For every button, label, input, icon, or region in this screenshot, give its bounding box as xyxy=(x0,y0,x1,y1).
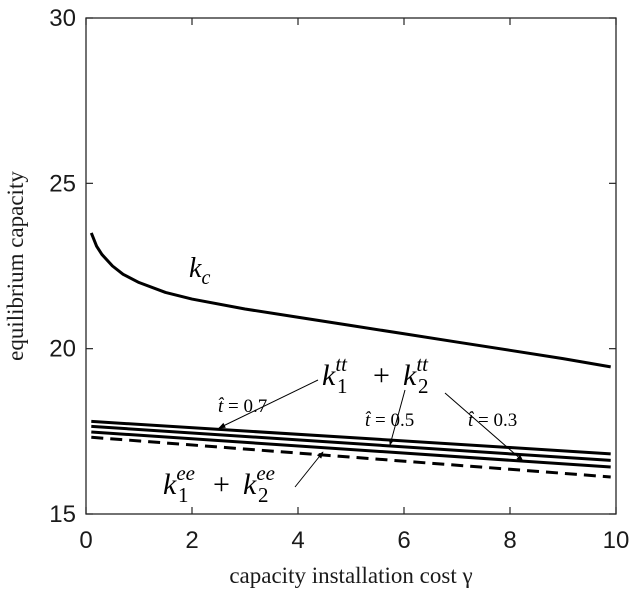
x-tick-label: 6 xyxy=(397,527,410,554)
arrow-kee xyxy=(294,451,324,488)
x-tick-label: 4 xyxy=(291,527,304,554)
t03-t: t̂ xyxy=(468,410,475,431)
series-line-0 xyxy=(89,232,611,369)
annotation-t07: t̂ = 0.7 xyxy=(218,396,267,417)
x-tick-label: 0 xyxy=(79,527,92,554)
x-tick-label: 8 xyxy=(503,527,516,554)
t07-t: t̂ xyxy=(218,396,225,417)
y-tick-label: 20 xyxy=(49,336,76,363)
kee-sub2: 2 xyxy=(258,483,269,507)
y-tick-label: 25 xyxy=(49,170,76,197)
ktt-k1: k xyxy=(322,359,336,392)
arrow-t03 xyxy=(444,392,524,462)
series-line-2 xyxy=(91,424,611,462)
t05-rest: = 0.5 xyxy=(370,410,414,431)
kee-sup2: ee xyxy=(256,461,275,485)
t07-rest: = 0.7 xyxy=(223,396,267,417)
arrow-t07 xyxy=(218,379,319,429)
series-group xyxy=(89,232,611,479)
ktt-sub1: 1 xyxy=(337,374,348,398)
ktt-sup2: tt xyxy=(416,352,429,376)
ktt-sup1: tt xyxy=(335,352,348,376)
annotation-kc: kc xyxy=(189,253,210,289)
arrow-t05 xyxy=(388,389,406,446)
ktt-k2: k xyxy=(403,359,417,392)
y-tick-label: 15 xyxy=(49,501,76,528)
kee-k2: k xyxy=(243,468,257,501)
x-axis-label: capacity installation cost γ xyxy=(229,563,472,588)
t03-rest: = 0.3 xyxy=(473,410,517,431)
x-tick-label: 10 xyxy=(603,527,630,554)
kc-main: k xyxy=(189,253,202,284)
ktt-sub2: 2 xyxy=(418,374,429,398)
kee-sub1: 1 xyxy=(178,483,189,507)
t05-t: t̂ xyxy=(365,410,372,431)
kee-sup1: ee xyxy=(176,461,195,485)
plot-frame xyxy=(85,17,617,515)
annotation-kee: kee 1 + kee 2 xyxy=(163,461,275,507)
kee-plus: + xyxy=(213,468,230,501)
axis-ticks xyxy=(85,17,617,515)
annotation-t05: t̂ = 0.5 xyxy=(365,410,414,431)
annotation-t03: t̂ = 0.3 xyxy=(468,410,517,431)
series-line-3 xyxy=(91,430,611,469)
series-line-4 xyxy=(91,435,611,479)
kee-k1: k xyxy=(163,468,177,501)
annotation-ktt: ktt 1 + ktt 2 xyxy=(322,352,429,398)
y-tick-label: 30 xyxy=(49,5,76,32)
kc-sub: c xyxy=(201,267,210,289)
series-line-1 xyxy=(91,419,611,456)
y-axis-label: equilibrium capacity xyxy=(3,171,28,361)
ktt-plus: + xyxy=(373,359,390,392)
x-tick-label: 2 xyxy=(185,527,198,554)
